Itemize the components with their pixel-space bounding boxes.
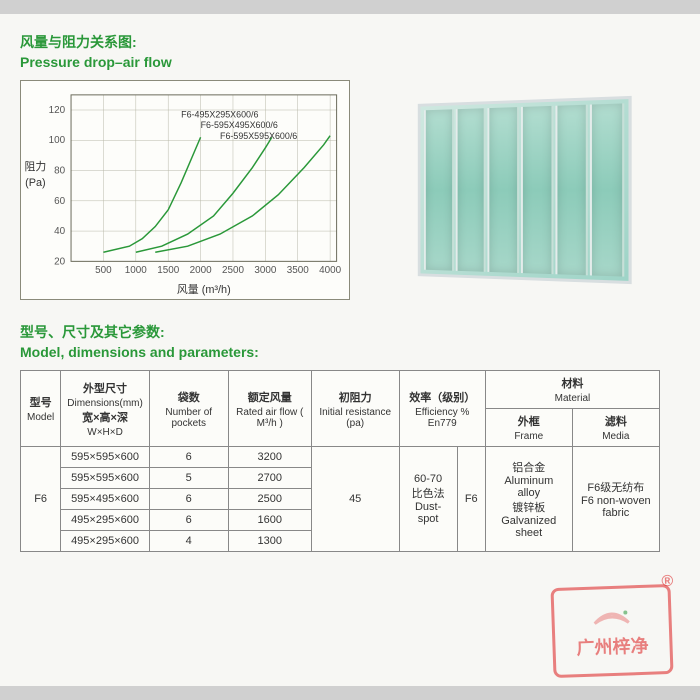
- cell-media: F6级无纺布F6 non-woven fabric: [572, 447, 659, 552]
- cell-airflow: 1300: [228, 531, 311, 552]
- svg-text:1500: 1500: [157, 265, 180, 276]
- cell-airflow: 3200: [228, 447, 311, 468]
- svg-text:(Pa): (Pa): [25, 177, 46, 189]
- th-pockets: 袋数 Number of pockets: [149, 371, 228, 447]
- th-initres: 初阻力 Initial resistance (pa): [311, 371, 399, 447]
- cell-pockets: 6: [149, 447, 228, 468]
- svg-text:1000: 1000: [125, 265, 148, 276]
- cell-dims: 595×595×600: [61, 447, 150, 468]
- cell-airflow: 1600: [228, 510, 311, 531]
- cell-airflow: 2500: [228, 489, 311, 510]
- svg-text:F6-595X495X600/6: F6-595X495X600/6: [201, 120, 278, 130]
- svg-text:3500: 3500: [287, 265, 310, 276]
- th-model: 型号 Model: [21, 371, 61, 447]
- svg-text:500: 500: [95, 265, 112, 276]
- section1-title-en: Pressure drop–air flow: [20, 54, 680, 70]
- cell-dims: 495×295×600: [61, 510, 150, 531]
- th-dims: 外型尺寸 Dimensions(mm) 宽×高×深 W×H×D: [61, 371, 150, 447]
- filter-pocket: [488, 107, 519, 273]
- svg-text:60: 60: [54, 196, 66, 207]
- th-eff: 效率（级别） Efficiency % En779: [399, 371, 485, 447]
- cell-pockets: 5: [149, 468, 228, 489]
- filter-pocket: [521, 106, 553, 274]
- svg-text:4000: 4000: [319, 265, 342, 276]
- filter-frame: [418, 96, 632, 284]
- cell-airflow: 2700: [228, 468, 311, 489]
- watermark-stamp: ® 广州梓净: [550, 584, 673, 678]
- svg-text:40: 40: [54, 226, 66, 237]
- th-media: 滤料 Media: [572, 409, 659, 447]
- svg-text:阻力: 阻力: [24, 160, 46, 173]
- cell-pockets: 6: [149, 489, 228, 510]
- chart-svg: 500 1000 1500 2000 2500 3000 3500 4000 20 40 60 80 1…: [21, 81, 349, 299]
- svg-text:100: 100: [49, 135, 66, 146]
- cell-dims: 495×295×600: [61, 531, 150, 552]
- svg-text:3000: 3000: [254, 265, 277, 276]
- svg-text:80: 80: [54, 166, 66, 177]
- filter-pocket: [555, 105, 588, 276]
- filter-pocket: [455, 108, 485, 272]
- top-row: 500 1000 1500 2000 2500 3000 3500 4000 20 40 60 80 1…: [20, 80, 680, 300]
- cell-model: F6: [21, 447, 61, 552]
- spec-table: 型号 Model 外型尺寸 Dimensions(mm) 宽×高×深 W×H×D…: [20, 370, 660, 552]
- svg-text:F6-495X295X600/6: F6-495X295X600/6: [181, 110, 258, 120]
- cell-dims: 595×495×600: [61, 489, 150, 510]
- section2-title-en: Model, dimensions and parameters:: [20, 344, 680, 360]
- svg-text:风量 (m³/h): 风量 (m³/h): [177, 283, 231, 296]
- section1-title-cn: 风量与阻力关系图:: [20, 32, 680, 52]
- cell-initres: 45: [311, 447, 399, 552]
- product-illustration: [400, 80, 640, 300]
- pressure-drop-chart: 500 1000 1500 2000 2500 3000 3500 4000 20 40 60 80 1…: [20, 80, 350, 300]
- cell-eff: 60-70比色法Dust-spot: [399, 447, 457, 552]
- cell-dims: 595×595×600: [61, 468, 150, 489]
- registered-mark: ®: [661, 573, 673, 591]
- cell-pockets: 6: [149, 510, 228, 531]
- svg-text:20: 20: [54, 256, 66, 267]
- th-frame: 外框 Frame: [485, 409, 572, 447]
- stamp-text: 广州梓净: [576, 632, 649, 660]
- section2-title-cn: 型号、尺寸及其它参数:: [20, 322, 680, 342]
- section2: 型号、尺寸及其它参数: Model, dimensions and parame…: [20, 322, 680, 552]
- cell-eff-grade: F6: [457, 447, 485, 552]
- filter-pocket: [590, 103, 624, 276]
- th-material: 材料 Material: [485, 371, 659, 409]
- svg-text:2500: 2500: [222, 265, 245, 276]
- th-airflow: 额定风量 Rated air flow ( M³/h ): [228, 371, 311, 447]
- cell-frame: 铝合金Aluminum alloy镀锌板Galvanized sheet: [485, 447, 572, 552]
- table-row: F6595×595×600632004560-70比色法Dust-spotF6铝…: [21, 447, 660, 468]
- svg-text:F6-595X595X600/6: F6-595X595X600/6: [220, 131, 297, 141]
- stamp-logo-icon: [586, 602, 637, 634]
- cell-pockets: 4: [149, 531, 228, 552]
- filter-pocket: [424, 109, 454, 270]
- table-body: F6595×595×600632004560-70比色法Dust-spotF6铝…: [21, 447, 660, 552]
- svg-text:2000: 2000: [190, 265, 213, 276]
- svg-text:120: 120: [49, 105, 66, 116]
